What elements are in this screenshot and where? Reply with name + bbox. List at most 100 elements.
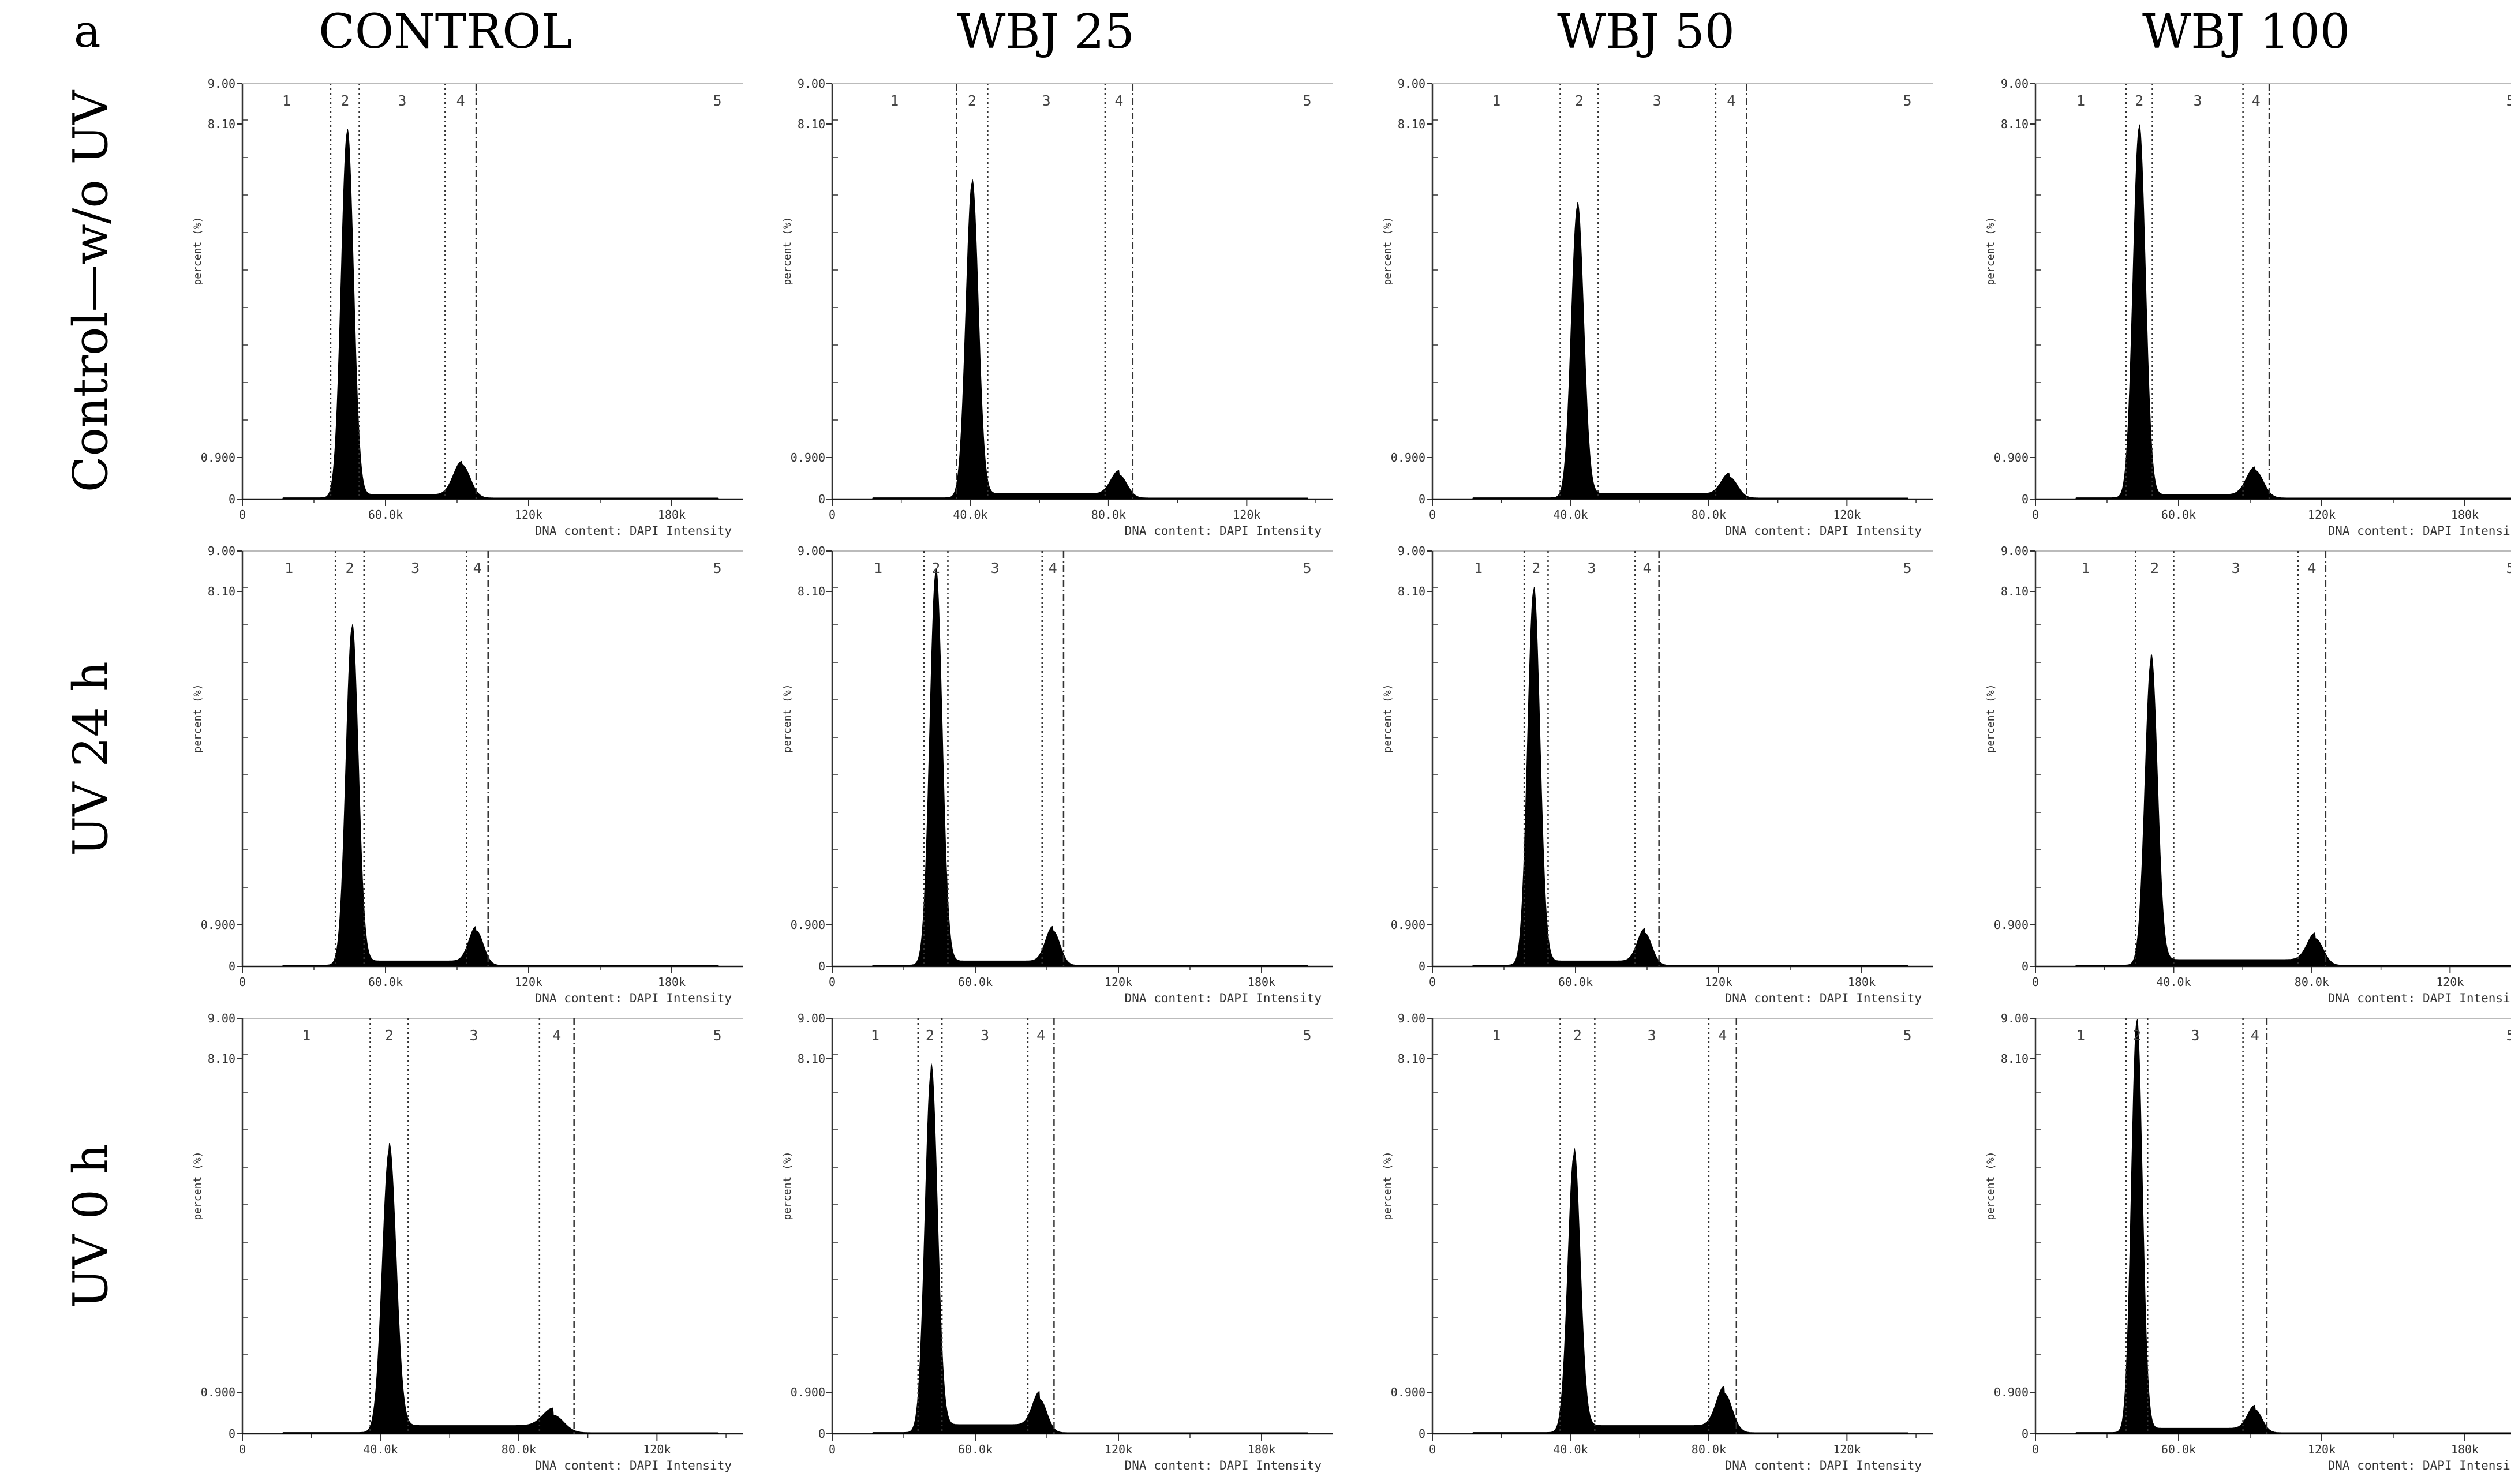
gate-region-label: 2 [340, 92, 349, 109]
y-tick-label: 0.900 [1994, 1385, 2029, 1399]
dna-histogram [242, 624, 743, 967]
y-tick-label: 0.900 [1391, 451, 1425, 464]
y-tick-label: 8.10 [208, 584, 235, 598]
y-tick-label: 8.10 [1398, 1052, 1425, 1066]
gate-region-label: 5 [713, 560, 721, 576]
histogram-panel: 0 0.900 8.10 9.00 percent (%) 0 60.0k 120k 180k D… [762, 542, 1339, 1010]
gate-region-label: 4 [552, 1027, 561, 1044]
gate-region-label: 4 [1642, 560, 1651, 576]
gate-region-label: 5 [2506, 92, 2511, 109]
histogram-chart: 0 0.900 8.10 9.00 percent (%) 0 40.0k 80.0k 120k… [1382, 1011, 1933, 1472]
y-tick-label: 8.10 [2001, 584, 2029, 598]
x-axis-label: DNA content: DAPI Intensity [1725, 524, 1922, 538]
x-tick-label: 60.0k [368, 975, 403, 989]
y-axis-label: percent (%) [192, 684, 204, 752]
x-tick-label: 120k [2436, 975, 2464, 989]
histogram-chart: 0 0.900 8.10 9.00 percent (%) 0 60.0k 120k 180k D… [781, 1011, 1333, 1472]
y-tick-label: 0.900 [201, 918, 235, 932]
x-tick-label: 80.0k [2295, 975, 2329, 989]
histogram-panel: 0 0.900 8.10 9.00 percent (%) 0 40.0k 80.0k 120k… [1362, 1010, 1939, 1477]
y-tick-label: 9.00 [208, 77, 235, 91]
gate-region-label: 2 [2150, 560, 2159, 576]
x-tick-label: 60.0k [958, 1442, 993, 1456]
x-tick-label: 0 [1429, 1442, 1436, 1456]
gate-region-label: 1 [874, 560, 882, 576]
dna-histogram [242, 129, 743, 500]
y-axis-label: percent (%) [1985, 1151, 1997, 1220]
dna-histogram [1432, 587, 1933, 967]
y-tick-label: 8.10 [798, 117, 825, 131]
x-tick-label: 180k [2451, 508, 2479, 522]
gate-region-label: 3 [2232, 560, 2240, 576]
histogram-panel: 0 0.900 8.10 9.00 percent (%) 0 60.0k 120k 180k D… [172, 542, 749, 1010]
y-tick-label: 9.00 [1398, 77, 1425, 91]
y-tick-label: 8.10 [798, 1052, 825, 1066]
gate-region-label: 5 [1303, 560, 1311, 576]
y-axis-label: percent (%) [192, 216, 204, 285]
x-tick-label: 40.0k [953, 508, 987, 522]
histogram-panel: 0 0.900 8.10 9.00 percent (%) 0 40.0k 80.0k 120k… [172, 1010, 749, 1477]
histogram-chart: 0 0.900 8.10 9.00 percent (%) 0 60.0k 120k 180k D… [1985, 77, 2511, 538]
gate-region-label: 1 [1492, 1027, 1500, 1044]
gate-region-label: 5 [1303, 92, 1311, 109]
dna-histogram [1432, 201, 1933, 500]
y-tick-label: 8.10 [1398, 117, 1425, 131]
dna-histogram [1432, 1148, 1933, 1434]
histogram-chart: 0 0.900 8.10 9.00 percent (%) 0 40.0k 80.0k 120k… [192, 1011, 743, 1472]
gate-region-label: 3 [411, 560, 420, 576]
gate-region-label: 3 [470, 1027, 478, 1044]
x-axis-label: DNA content: DAPI Intensity [1125, 524, 1322, 538]
x-tick-label: 0 [2032, 975, 2039, 989]
gate-region-label: 4 [1049, 560, 1057, 576]
y-tick-label: 0 [229, 492, 235, 506]
histogram-panel: 0 0.900 8.10 9.00 percent (%) 0 40.0k 80.0k 120k… [1965, 542, 2511, 1010]
row-header-label: UV 0 h [63, 1144, 119, 1309]
x-axis-label: DNA content: DAPI Intensity [535, 1459, 732, 1472]
y-tick-label: 9.00 [798, 1011, 825, 1025]
dna-histogram [2035, 1018, 2511, 1434]
y-tick-label: 9.00 [2001, 544, 2029, 558]
y-axis-label: percent (%) [1985, 684, 1997, 752]
x-tick-label: 180k [658, 975, 686, 989]
gate-region-label: 4 [1727, 92, 1735, 109]
x-tick-label: 180k [2451, 1442, 2479, 1456]
gate-region-label: 5 [2506, 560, 2511, 576]
gate-region-label: 2 [1573, 1027, 1582, 1044]
y-tick-label: 9.00 [798, 544, 825, 558]
x-tick-label: 120k [1833, 1442, 1861, 1456]
y-tick-label: 0 [1419, 492, 1425, 506]
gate-region-label: 2 [385, 1027, 394, 1044]
x-tick-label: 0 [239, 1442, 246, 1456]
y-tick-label: 0 [229, 960, 235, 973]
y-axis-label: percent (%) [781, 684, 794, 752]
x-tick-label: 0 [239, 508, 246, 522]
y-tick-label: 8.10 [2001, 1052, 2029, 1066]
y-tick-label: 8.10 [1398, 584, 1425, 598]
column-header-wbj100: WBJ 100 [2142, 5, 2350, 59]
gate-region-label: 1 [1474, 560, 1483, 576]
histogram-panel: 0 0.900 8.10 9.00 percent (%) 0 40.0k 80.0k 120k… [1362, 75, 1939, 542]
histogram-chart: 0 0.900 8.10 9.00 percent (%) 0 60.0k 120k 180k D… [1985, 1011, 2511, 1472]
x-tick-label: 40.0k [1553, 508, 1588, 522]
gate-region-label: 4 [1718, 1027, 1727, 1044]
x-tick-label: 0 [1429, 508, 1436, 522]
x-axis-label: DNA content: DAPI Intensity [2328, 1459, 2511, 1472]
row-header-label: Control—w/o UV [63, 90, 119, 493]
x-tick-label: 60.0k [2161, 1442, 2196, 1456]
y-tick-label: 8.10 [798, 584, 825, 598]
gate-region-label: 5 [713, 92, 721, 109]
gate-region-label: 5 [2506, 1027, 2511, 1044]
y-tick-label: 0 [229, 1427, 235, 1441]
gate-region-label: 4 [473, 560, 482, 576]
y-tick-label: 8.10 [2001, 117, 2029, 131]
dna-histogram [242, 1142, 743, 1434]
y-axis-label: percent (%) [192, 1151, 204, 1220]
y-tick-label: 0 [2022, 960, 2029, 973]
y-tick-label: 0 [2022, 1427, 2029, 1441]
histogram-panel: 0 0.900 8.10 9.00 percent (%) 0 60.0k 120k 180k D… [762, 1010, 1339, 1477]
x-tick-label: 60.0k [1558, 975, 1593, 989]
y-tick-label: 0 [2022, 492, 2029, 506]
x-tick-label: 120k [1105, 975, 1132, 989]
gate-region-label: 4 [1036, 1027, 1045, 1044]
histogram-panel: 0 0.900 8.10 9.00 percent (%) 0 60.0k 120k 180k D… [172, 75, 749, 542]
